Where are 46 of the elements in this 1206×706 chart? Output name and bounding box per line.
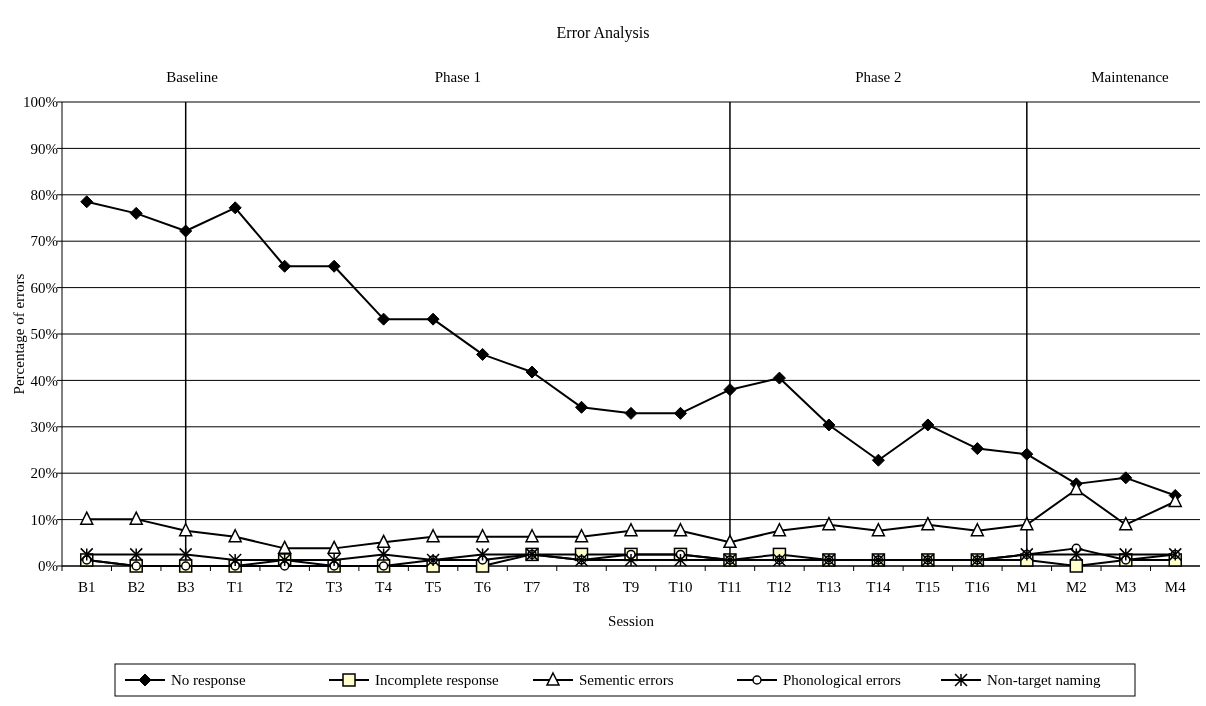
y-tick-label: 30%: [30, 419, 58, 436]
y-tick-label: 100%: [23, 94, 58, 111]
x-tick-label: T13: [816, 579, 841, 595]
x-tick-label: T2: [276, 579, 293, 595]
y-tick-label: 90%: [30, 140, 58, 157]
y-tick-label: 10%: [30, 511, 58, 528]
x-tick-label: T6: [474, 579, 492, 595]
legend-label: Non-target naming: [987, 672, 1101, 689]
x-tick-label: T16: [965, 579, 990, 595]
y-tick-label: 20%: [30, 465, 58, 482]
x-tick-label: T4: [375, 579, 393, 595]
x-axis-title: Session: [608, 613, 655, 629]
text: Phase 1: [434, 69, 481, 85]
y-tick-label: 70%: [30, 233, 58, 250]
legend-label: Incomplete response: [375, 672, 500, 689]
y-tick-label: 80%: [30, 187, 58, 204]
legend-label: Sementic errors: [579, 672, 674, 689]
x-tick-label: M2: [1065, 579, 1087, 595]
x-tick-label: T11: [718, 579, 742, 595]
x-tick-label: T15: [915, 579, 940, 595]
x-tick-label: T9: [622, 579, 640, 595]
y-axis-title: Percentage of errors: [11, 273, 27, 395]
y-tick-label: 60%: [30, 279, 58, 296]
x-tick-label: T5: [424, 579, 442, 595]
x-tick-label: M1: [1016, 579, 1038, 595]
x-tick-label: T14: [866, 579, 891, 595]
y-tick-label: 50%: [30, 326, 58, 343]
text: Phase 2: [855, 69, 902, 85]
text: Baseline: [166, 69, 219, 85]
legend-label: No response: [171, 672, 246, 689]
x-tick-label: M3: [1115, 579, 1137, 595]
x-tick-label: B2: [127, 579, 145, 595]
legend-label: Phonological errors: [783, 672, 902, 689]
x-tick-label: T7: [523, 579, 541, 595]
x-tick-label: T8: [573, 579, 590, 595]
chart-title: Error Analysis: [556, 24, 650, 42]
x-tick-label: B3: [176, 579, 195, 595]
x-tick-label: M4: [1164, 579, 1187, 595]
x-tick-label: T3: [325, 579, 343, 595]
y-tick-label: 40%: [30, 372, 58, 389]
x-tick-label: T1: [226, 579, 244, 595]
x-tick-label: B1: [77, 579, 96, 595]
y-tick-label: 0%: [38, 558, 58, 575]
x-tick-label: T12: [767, 579, 792, 595]
x-tick-label: T10: [668, 579, 693, 595]
text: Maintenance: [1091, 69, 1170, 85]
